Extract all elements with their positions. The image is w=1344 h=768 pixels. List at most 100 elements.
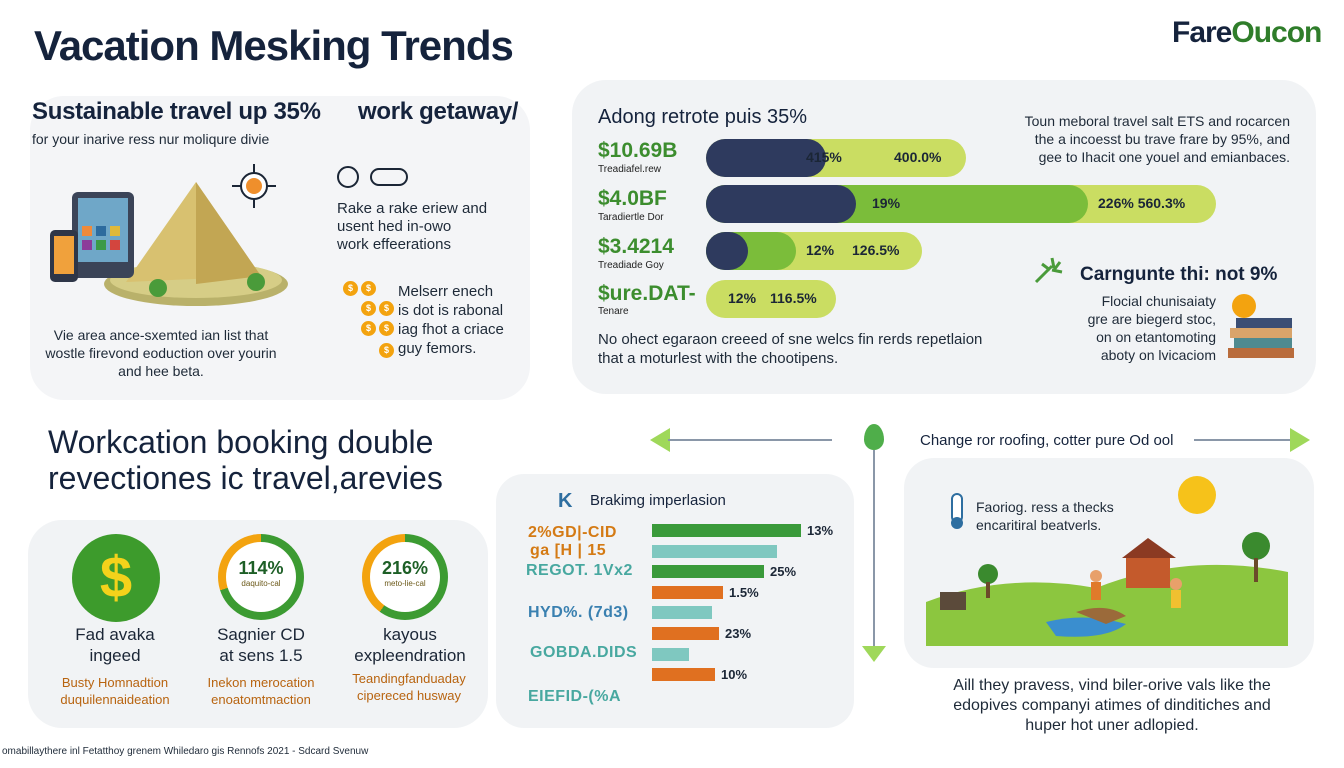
row2-bar: 19% 226% 560.3% [706, 185, 1216, 223]
drop-icon [864, 424, 884, 450]
breaking-label-4: HYD%. (7d3) [528, 604, 629, 621]
stat1-title-line-1: Fad avaka [75, 625, 155, 644]
bullet-dot-6: $ [379, 321, 394, 336]
footer-source: omabillaythere inl Fetatthoy grenem Whil… [2, 746, 369, 757]
arrow-left-icon [650, 428, 670, 452]
paw-icon [337, 166, 359, 188]
row3-bar: 12% 126.5% [706, 232, 922, 270]
workcation-heading-line-1: Workcation booking double [48, 424, 434, 460]
breaking-bar-3 [652, 565, 764, 579]
stat1-title: Fad avaka ingeed [50, 624, 180, 666]
row2-left-label: 19% [872, 195, 901, 211]
stat1-note-line-2: duquilennaideation [60, 692, 170, 707]
breaking-bar-value-6: 23% [725, 626, 752, 641]
stat2-caption: daquito-cal [241, 579, 281, 588]
bullet-dot-7: $ [379, 343, 394, 358]
breaking-label-2: ga [H | 15 [530, 542, 607, 559]
landscape-illustration [926, 532, 1288, 646]
divider-line-left [668, 439, 832, 441]
remote-note-line-1: No ohect egaraon creeed of sne welcs fin… [598, 331, 983, 348]
stat3-title: kayous expleendration [340, 624, 480, 666]
bullet-dot-3: $ [361, 301, 376, 316]
left-bottom-text: Vie area ance-sxemted ian list that wost… [36, 326, 286, 380]
remote-side-text: Toun meboral travel salt ETS and rocarce… [1000, 112, 1290, 166]
nature-card-line-1: Faoriog. ress a thecks [976, 499, 1114, 515]
breaking-label-1: 2%GD|-CID [528, 524, 617, 541]
bullet-dot-1: $ [343, 281, 358, 296]
remote-panel [572, 80, 1316, 394]
side-text-line-3: gee to Ihacit one youel and emianbaces. [1038, 149, 1290, 165]
stat2-note: Inekon merocation enoatomtmaction [186, 674, 336, 708]
workcation-heading-line-2: revectiones ic travel,arevies [48, 460, 443, 496]
left-bottom-line-3: and hee beta. [118, 363, 204, 379]
bullet-dot-5: $ [361, 321, 376, 336]
breaking-bar-7 [652, 647, 689, 661]
side-body-line-4: aboty on lvicaciom [1100, 347, 1216, 363]
tablet-icon [72, 192, 134, 278]
pyramid-icon [126, 182, 261, 284]
row4-left-label: 12% [728, 290, 757, 306]
change-bottom-line-2: edopives companyi atimes of dinditiches … [953, 697, 1271, 714]
dollar-icon: $ [72, 534, 160, 622]
breaking-bar-value-1: 13% [807, 523, 834, 538]
row2-bar-navy [706, 185, 856, 223]
change-bottom-text: Aill they pravess, vind biler-orive vals… [930, 676, 1294, 736]
arrow-down-icon [862, 646, 886, 662]
brand-name-part2: Oucon [1231, 16, 1322, 49]
change-bottom-line-1: Aill they pravess, vind biler-orive vals… [953, 677, 1271, 694]
sustainable-headline-right: work getaway/ [358, 98, 519, 125]
stat2-title-line-1: Sagnier CD [217, 625, 305, 644]
breaking-bar-2 [652, 544, 777, 558]
target-icon [232, 164, 276, 208]
stat1-note-line-1: Busty Homnadtion [61, 675, 169, 690]
left-bottom-line-2: wostle firevond eoduction over yourin [45, 345, 277, 361]
row1-left-label: 415% [806, 149, 842, 165]
row2-sub: Taradiertle Dor [598, 212, 664, 223]
stat1-title-line-2: ingeed [89, 646, 141, 665]
stat2-title: Sagnier CD at sens 1.5 [196, 624, 326, 666]
leaf-icon [1034, 257, 1063, 284]
row2-right-label: 226% 560.3% [1098, 195, 1186, 211]
mid-text: Rake a rake eriew and usent hed in-owo w… [337, 200, 527, 254]
phone-icon [50, 230, 78, 282]
stat2-ring: 114% daquito-cal [218, 534, 304, 620]
breaking-label-3: REGOT. 1Vx2 [526, 562, 633, 579]
side-body-line-2: gre are biegerd stoc, [1087, 311, 1216, 327]
change-bottom-line-3: huper hot uner adlopied. [1025, 717, 1199, 734]
row3-value: $3.4214 [598, 235, 674, 258]
stat3-percent: 216% [381, 558, 429, 578]
stat2-title-line-2: at sens 1.5 [219, 646, 303, 665]
remote-heading: Adong retrote puis 35% [598, 106, 808, 128]
breaking-bar-value-4: 1.5% [729, 584, 759, 600]
nature-card-line-2: encaritiral beatverls. [976, 517, 1102, 533]
divider-line-right [1194, 439, 1294, 441]
breaking-label-5: GOBDA.DIDS [530, 644, 638, 661]
stat3-ring: 216% meto-lie-cal [362, 534, 448, 620]
row1-right-label: 400.0% [894, 149, 942, 165]
breaking-heading: Brakimg imperlasion [590, 492, 726, 509]
row4-sub: Tenare [598, 306, 629, 317]
row1-bar: 415% 400.0% [706, 139, 966, 177]
row4-value: $ure.DAT- [598, 282, 696, 305]
side-heading: Carngunte thi: not 9% [1080, 264, 1278, 285]
row1-sub: Treadiafel.rew [598, 164, 661, 175]
stat3-caption: meto-lie-cal [384, 579, 426, 588]
row3-left-label: 12% [806, 242, 835, 258]
remote-note-line-2: that a moturlest with the chootipens. [598, 350, 839, 367]
breaking-label-6: EIEFID-(%A [528, 688, 621, 705]
bullet-dot-4: $ [379, 301, 394, 316]
bullet-list: Melserr enech is dot is rabonal iag fhot… [398, 282, 504, 358]
brand-name-part1: Fare [1172, 16, 1232, 49]
brand-logo: FareOucon [1172, 16, 1322, 50]
stat3-note-line-1: Teandingfanduaday [352, 671, 466, 686]
breaking-bar-8 [652, 668, 715, 682]
nature-card-text: Faoriog. ress a thecks encaritiral beatv… [976, 498, 1114, 534]
stat3-note: Teandingfanduaday cipereced husway [334, 670, 484, 704]
mid-text-line-3: work effeerations [337, 236, 451, 253]
pyramid-illustration [50, 182, 288, 306]
row3-right-label: 126.5% [852, 242, 900, 258]
side-body: Flocial chunisaiaty gre are biegerd stoc… [1050, 292, 1216, 364]
gear-icon [370, 168, 408, 186]
workcation-heading: Workcation booking double revectiones ic… [48, 424, 443, 496]
bullet-dot-2: $ [361, 281, 376, 296]
